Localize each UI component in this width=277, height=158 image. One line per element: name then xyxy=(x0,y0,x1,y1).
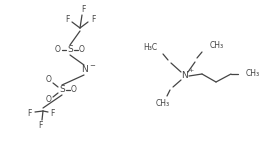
Text: F: F xyxy=(38,122,42,131)
Text: O: O xyxy=(46,95,52,104)
Text: N: N xyxy=(82,66,88,75)
Text: CH₃: CH₃ xyxy=(246,70,260,79)
Text: +: + xyxy=(188,69,194,73)
Text: O: O xyxy=(46,76,52,85)
Text: H₃C: H₃C xyxy=(143,43,157,52)
Text: S: S xyxy=(67,46,73,55)
Text: F: F xyxy=(81,4,85,13)
Text: −: − xyxy=(89,63,95,69)
Text: CH₃: CH₃ xyxy=(156,100,170,109)
Text: S: S xyxy=(59,85,65,94)
Text: O: O xyxy=(55,46,61,55)
Text: F: F xyxy=(65,15,69,24)
Text: O: O xyxy=(71,85,77,94)
Text: N: N xyxy=(181,72,187,80)
Text: F: F xyxy=(50,109,54,118)
Text: CH₃: CH₃ xyxy=(210,42,224,51)
Text: O: O xyxy=(79,46,85,55)
Text: F: F xyxy=(27,109,31,118)
Text: F: F xyxy=(91,15,95,24)
